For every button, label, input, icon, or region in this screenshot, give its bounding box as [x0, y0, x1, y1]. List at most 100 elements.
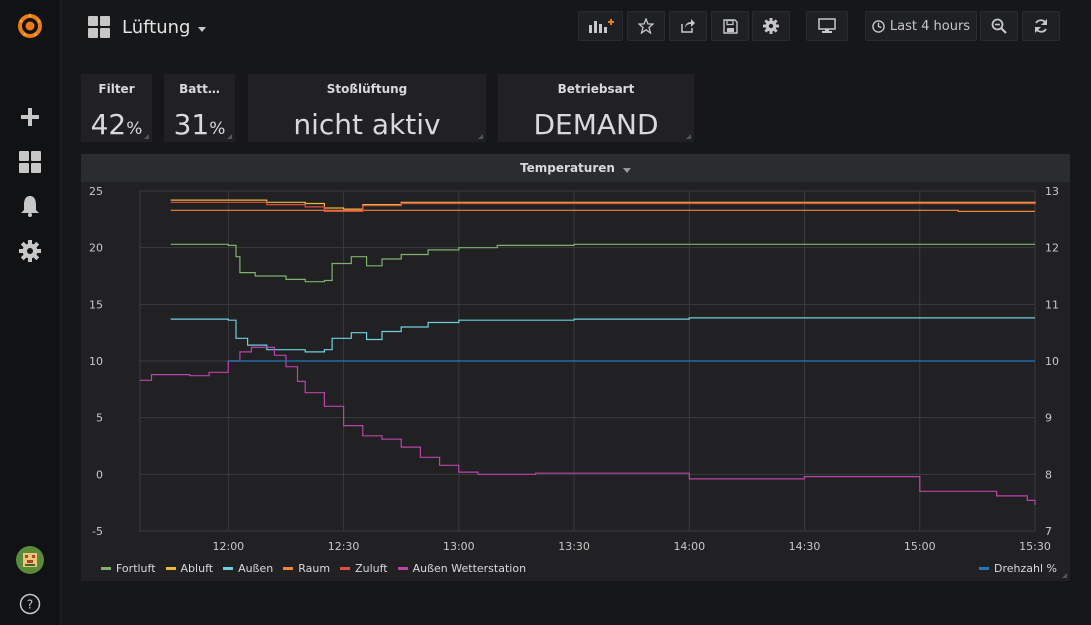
legend-label: Zuluft: [355, 562, 388, 575]
chart-legend-right: Drehzahl %: [979, 562, 1057, 575]
y-tick-label-left: -5: [92, 525, 103, 538]
legend-label: Fortluft: [116, 562, 156, 575]
legend-label: Außen Wetterstation: [412, 562, 527, 575]
x-tick-label: 14:30: [789, 540, 821, 553]
x-tick-label: 15:00: [904, 540, 936, 553]
legend-swatch: [223, 567, 234, 570]
bell-icon: [21, 196, 39, 217]
legend-swatch: [101, 567, 111, 570]
save-dashboard-button[interactable]: [711, 11, 749, 41]
add-panel-icon: [588, 19, 614, 33]
stat-panel-battery[interactable]: Batt… 31%: [164, 74, 235, 142]
series-line-außen: [170, 317, 1035, 353]
alerting-button[interactable]: [0, 186, 60, 226]
legend-swatch: [165, 567, 176, 570]
x-tick-label: 13:00: [443, 540, 475, 553]
x-tick-label: 15:30: [1019, 540, 1051, 553]
legend-label: Außen: [238, 562, 274, 575]
view-mode-button[interactable]: [806, 11, 848, 41]
legend-item[interactable]: Außen Wetterstation: [397, 562, 527, 575]
graph-panel-temperaturen[interactable]: Temperaturen 25 20 15 10 5 0 -5 13 12 11 10 9 8 7 12…: [81, 154, 1070, 581]
monitor-icon: [818, 18, 836, 33]
y-tick-label-right: 11: [1045, 298, 1059, 311]
dashboard-settings-button[interactable]: [752, 11, 790, 41]
add-panel-button[interactable]: [578, 11, 623, 41]
y-tick-label-left: 0: [96, 468, 103, 481]
help-button[interactable]: ?: [0, 584, 60, 624]
save-icon: [722, 18, 738, 34]
x-tick-label: 14:00: [673, 540, 705, 553]
legend-item[interactable]: Raum: [283, 562, 330, 575]
user-avatar: [16, 546, 44, 574]
grafana-logo-icon: [18, 13, 42, 38]
y-tick-label-right: 7: [1045, 525, 1052, 538]
dashboard-picker[interactable]: Lüftung: [88, 12, 207, 42]
stat-value: 42%: [90, 108, 143, 141]
series-line-zuluft: [170, 201, 1036, 212]
y-tick-label-left: 5: [96, 412, 103, 425]
resize-handle-icon[interactable]: [686, 134, 691, 139]
stat-value: 31%: [173, 108, 226, 141]
zoom-out-button[interactable]: [980, 11, 1018, 41]
star-icon: [638, 18, 654, 34]
x-tick-label: 12:00: [212, 540, 244, 553]
refresh-icon: [1035, 19, 1047, 33]
stat-title: Stoßlüftung: [326, 82, 408, 96]
stat-panel-betriebsart[interactable]: Betriebsart DEMAND: [498, 74, 694, 142]
configuration-button[interactable]: [0, 231, 60, 271]
legend-item[interactable]: Zuluft: [340, 562, 388, 575]
temperature-chart[interactable]: 25 20 15 10 5 0 -5 13 12 11 10 9 8 7 12:00 12:30 13:00…: [81, 182, 1070, 582]
time-picker-button[interactable]: Last 4 hours: [865, 11, 977, 41]
series-line-raum: [170, 209, 1035, 212]
share-icon: [681, 19, 695, 33]
legend-swatch: [397, 567, 408, 570]
star-dashboard-button[interactable]: [627, 11, 665, 41]
y-tick-label-left: 20: [89, 242, 103, 255]
legend-item[interactable]: Drehzahl %: [979, 562, 1057, 575]
help-icon: ?: [19, 593, 41, 615]
zoom-out-icon: [991, 18, 1007, 34]
svg-text:?: ?: [27, 598, 33, 612]
series-line-außen-wetterstation: [140, 346, 1036, 505]
chevron-down-icon: [198, 26, 207, 32]
legend-label: Raum: [298, 562, 331, 575]
legend-label: Abluft: [180, 562, 214, 575]
x-tick-label: 12:30: [328, 540, 360, 553]
y-tick-label-right: 10: [1045, 355, 1059, 368]
legend-swatch: [283, 567, 294, 570]
gear-icon: [763, 18, 779, 34]
create-button[interactable]: [0, 97, 60, 137]
stat-panel-filter[interactable]: Filter 42%: [81, 74, 152, 142]
stat-title: Filter: [98, 82, 135, 96]
share-dashboard-button[interactable]: [669, 11, 707, 41]
panel-title: Temperaturen: [520, 161, 615, 175]
dashboards-button[interactable]: [0, 142, 60, 182]
resize-handle-icon[interactable]: [144, 134, 149, 139]
resize-handle-icon[interactable]: [227, 134, 232, 139]
resize-handle-icon[interactable]: [478, 134, 483, 139]
grafana-logo-button[interactable]: [0, 6, 60, 46]
stat-panel-stosslueftung[interactable]: Stoßlüftung nicht aktiv: [248, 74, 486, 142]
y-tick-label-left: 25: [89, 185, 103, 198]
panel-header[interactable]: Temperaturen: [81, 154, 1070, 182]
stat-title: Batt…: [179, 82, 220, 96]
legend-item[interactable]: Außen: [223, 562, 273, 575]
dashboard-title: Lüftung: [122, 16, 191, 38]
profile-button[interactable]: [0, 540, 60, 580]
stat-value: DEMAND: [533, 108, 659, 141]
series-line-fortluft: [170, 243, 1035, 283]
dashboard-navbar: Lüftung: [60, 0, 1091, 54]
gear-icon: [19, 240, 41, 262]
chart-legend: Fortluft Abluft Außen Raum Zuluft Außen Wette…: [101, 562, 526, 575]
y-tick-label-right: 13: [1045, 185, 1059, 198]
legend-swatch: [979, 567, 990, 570]
y-tick-label-left: 10: [89, 355, 103, 368]
legend-item[interactable]: Fortluft: [101, 562, 156, 575]
y-tick-label-right: 9: [1045, 412, 1052, 425]
y-tick-label-right: 12: [1045, 242, 1059, 255]
chevron-down-icon: [622, 167, 631, 173]
resize-handle-icon[interactable]: [1062, 573, 1067, 578]
y-tick-label-left: 15: [89, 298, 103, 311]
legend-item[interactable]: Abluft: [165, 562, 214, 575]
refresh-button[interactable]: [1022, 11, 1060, 41]
